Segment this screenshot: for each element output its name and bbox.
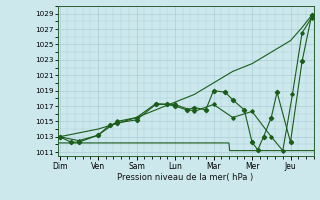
X-axis label: Pression niveau de la mer( hPa ): Pression niveau de la mer( hPa ) xyxy=(117,173,254,182)
